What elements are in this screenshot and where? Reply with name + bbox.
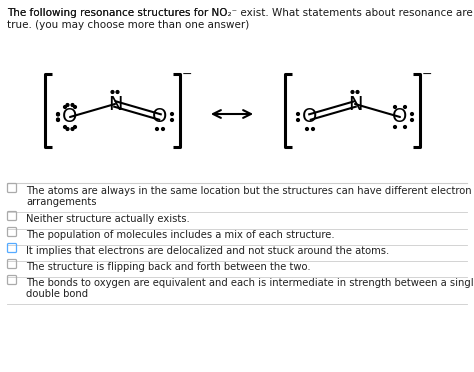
Text: N: N — [348, 94, 362, 113]
Text: O: O — [62, 108, 78, 126]
Text: O: O — [392, 108, 408, 126]
Circle shape — [297, 119, 300, 121]
Text: The population of molecules includes a mix of each structure.: The population of molecules includes a m… — [26, 230, 335, 240]
Text: double bond: double bond — [26, 289, 88, 299]
Text: It implies that electrons are delocalized and not stuck around the atoms.: It implies that electrons are delocalize… — [26, 246, 389, 256]
Circle shape — [56, 119, 59, 121]
Circle shape — [171, 113, 173, 115]
Text: The structure is flipping back and forth between the two.: The structure is flipping back and forth… — [26, 262, 310, 272]
Text: O: O — [152, 108, 168, 126]
Circle shape — [73, 126, 76, 128]
Circle shape — [56, 113, 59, 116]
Circle shape — [66, 103, 69, 106]
Text: −: − — [182, 68, 192, 81]
Circle shape — [64, 126, 66, 128]
Circle shape — [306, 128, 309, 131]
Circle shape — [56, 118, 59, 121]
Text: −: − — [422, 68, 432, 81]
Circle shape — [64, 106, 66, 108]
Circle shape — [56, 113, 59, 115]
Circle shape — [66, 128, 69, 131]
Text: O: O — [302, 108, 318, 126]
Circle shape — [403, 106, 406, 108]
Circle shape — [171, 119, 173, 121]
Circle shape — [410, 113, 413, 115]
Circle shape — [155, 128, 158, 131]
Circle shape — [393, 106, 396, 108]
Circle shape — [162, 128, 164, 131]
Circle shape — [393, 126, 396, 128]
Circle shape — [356, 91, 359, 93]
Circle shape — [403, 126, 406, 128]
Circle shape — [410, 119, 413, 121]
Text: The atoms are always in the same location but the structures can have different : The atoms are always in the same locatio… — [26, 186, 472, 196]
Text: The following resonance structures for NO: The following resonance structures for N… — [7, 8, 228, 18]
Text: arrangements: arrangements — [26, 197, 97, 207]
Circle shape — [351, 91, 354, 93]
Circle shape — [116, 91, 119, 93]
Text: The following resonance structures for NO₂⁻ exist. What statements about resonan: The following resonance structures for N… — [7, 8, 473, 18]
Text: true. (you may choose more than one answer): true. (you may choose more than one answ… — [7, 20, 249, 30]
Circle shape — [71, 128, 74, 131]
Circle shape — [111, 91, 114, 93]
Text: N: N — [108, 94, 122, 113]
Circle shape — [297, 113, 300, 115]
Circle shape — [311, 128, 314, 131]
Text: The bonds to oxygen are equivalent and each is intermediate in strength between : The bonds to oxygen are equivalent and e… — [26, 278, 474, 288]
Circle shape — [71, 103, 74, 106]
Circle shape — [73, 106, 76, 108]
Text: Neither structure actually exists.: Neither structure actually exists. — [26, 214, 190, 224]
